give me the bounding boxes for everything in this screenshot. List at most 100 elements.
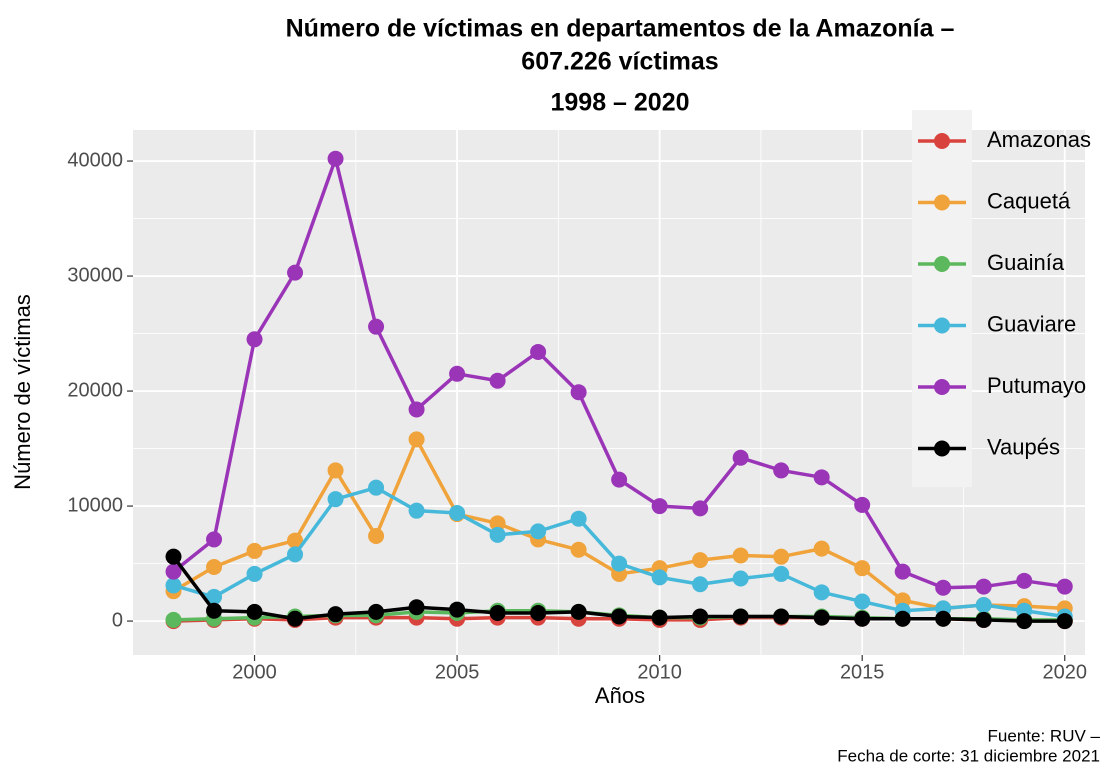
data-point [813,469,830,486]
legend-label: Vaupés [987,434,1060,459]
data-point [732,547,749,564]
data-point [449,365,466,382]
legend-label: Amazonas [987,127,1091,152]
data-point [732,608,749,625]
data-point [287,532,304,549]
chart-title: Número de víctimas en departamentos de l… [286,15,955,43]
data-point [206,588,223,605]
data-point [935,610,952,627]
data-point [773,548,790,565]
data-point [449,601,466,618]
data-point [165,611,182,628]
data-point [327,491,344,508]
data-point [570,603,587,620]
x-tick-label: 2015 [840,661,885,683]
data-point [854,610,871,627]
y-tick-label: 30000 [67,264,123,286]
y-tick-label: 10000 [67,494,123,516]
data-point [611,471,628,488]
data-point [570,384,587,401]
data-point [530,605,547,622]
data-point [732,570,749,587]
chart-subtitle: 1998 – 2020 [550,89,689,117]
legend-background [912,110,972,487]
caption: Fecha de corte: 31 diciembre 2021 [837,746,1100,765]
y-tick-label: 40000 [67,149,123,171]
data-point [975,596,992,613]
data-point [246,565,263,582]
y-tick-label: 20000 [67,379,123,401]
legend-key-point [934,256,950,272]
data-point [530,343,547,360]
data-point [692,608,709,625]
legend-label: Putumayo [987,373,1086,398]
data-point [327,462,344,479]
y-axis-label: Número de víctimas [10,294,35,490]
data-point [489,605,506,622]
data-point [651,569,668,586]
data-point [408,401,425,418]
data-point [773,608,790,625]
data-point [854,496,871,513]
data-point [813,540,830,557]
x-tick-label: 2000 [232,661,277,683]
data-point [327,606,344,623]
data-point [894,610,911,627]
data-point [327,150,344,167]
data-point [1056,578,1073,595]
data-point [165,548,182,565]
legend-label: Guainía [987,250,1065,275]
data-point [449,504,466,521]
data-point [935,579,952,596]
data-point [854,593,871,610]
data-point [773,565,790,582]
data-point [894,563,911,580]
data-point [773,462,790,479]
data-point [1056,613,1073,630]
chart-title: 607.226 víctimas [521,48,718,76]
data-point [854,560,871,577]
legend-key-point [934,317,950,334]
data-point [1016,613,1033,630]
legend-key-point [934,133,950,149]
data-point [206,602,223,619]
x-tick-label: 2005 [435,661,480,683]
caption: Fuente: RUV – [988,726,1101,745]
data-point [408,431,425,448]
data-point [530,523,547,540]
data-point [692,552,709,569]
y-tick-label: 0 [112,609,123,631]
data-point [246,542,263,559]
data-point [732,449,749,466]
data-point [489,526,506,543]
legend-label: Caquetá [987,188,1071,213]
data-point [975,611,992,628]
data-point [489,515,506,532]
data-point [368,318,385,335]
data-point [368,479,385,496]
data-point [570,510,587,527]
data-point [975,578,992,595]
legend-key-point [934,379,950,395]
data-point [692,576,709,593]
data-point [651,498,668,515]
data-point [651,609,668,626]
data-point [246,331,263,348]
data-point [813,584,830,601]
data-point [489,372,506,389]
data-point [1016,572,1033,589]
legend-key-point [934,194,950,211]
x-axis-label: Años [595,683,645,708]
data-point [287,264,304,281]
legend-label: Guaviare [987,311,1076,336]
data-point [165,563,182,580]
data-point [368,603,385,620]
data-point [813,609,830,626]
data-point [611,608,628,625]
data-point [692,500,709,517]
data-point [287,546,304,563]
data-point [368,527,385,544]
data-point [408,599,425,616]
x-tick-label: 2020 [1042,661,1087,683]
